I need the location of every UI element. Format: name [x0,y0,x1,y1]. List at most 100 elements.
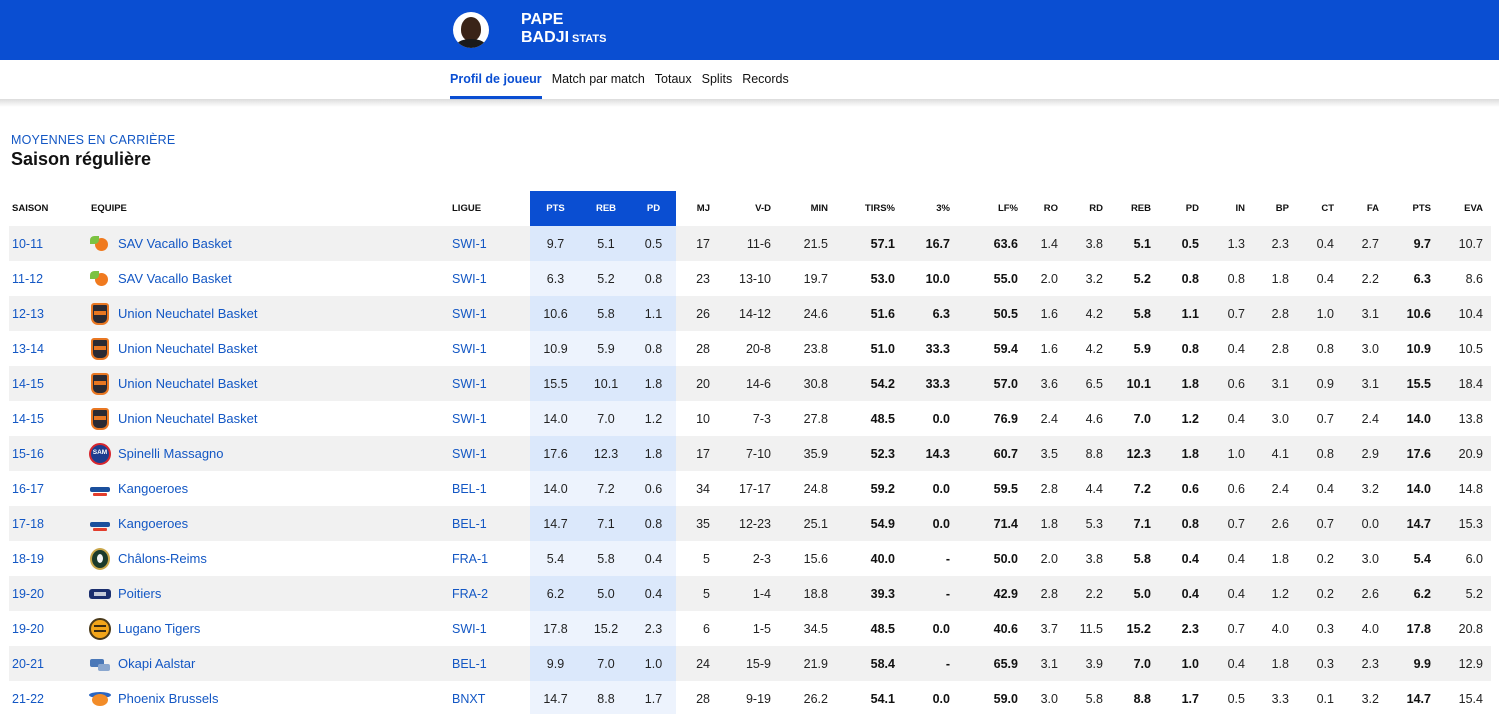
team-link[interactable]: Lugano Tigers [118,621,201,636]
column-header-eva[interactable]: EVA [1464,203,1483,214]
stat-lf: 40.6 [993,621,1018,636]
team-link[interactable]: SAV Vacallo Basket [118,271,232,286]
season-link[interactable]: 14-15 [12,411,44,426]
league-link[interactable]: BEL-1 [449,646,530,681]
team-link[interactable]: Kangoeroes [118,481,189,496]
tab-profil-de-joueur[interactable]: Profil de joueur [450,60,542,100]
season-link[interactable]: 20-21 [9,646,88,681]
stat-ro: 2.8 [1026,576,1066,611]
team-link[interactable]: Poitiers [118,586,162,601]
season-link[interactable]: 13-14 [12,341,44,356]
column-header-3-[interactable]: 3% [936,203,950,214]
team-logo-icon [88,547,112,571]
stat-eva: 18.4 [1439,366,1491,401]
league-link[interactable]: FRA-2 [449,576,530,611]
column-header-bp[interactable]: BP [1275,203,1289,214]
stat-fa: 3.1 [1342,366,1387,401]
column-header-ligue[interactable]: LIGUE [452,203,482,214]
column-header-pts[interactable]: PTS [1412,203,1431,214]
league-link[interactable]: SWI-1 [452,411,487,426]
column-header-tirs-[interactable]: TIRS% [864,203,895,214]
tab-records[interactable]: Records [742,72,789,86]
team-link[interactable]: Union Neuchatel Basket [118,306,258,321]
stat-in: 0.7 [1207,506,1253,541]
stat-vd: 13-10 [739,271,771,286]
season-link[interactable]: 11-12 [12,271,44,286]
season-link[interactable]: 18-19 [12,551,44,566]
column-header-ct[interactable]: CT [1321,203,1334,214]
league-link[interactable]: SWI-1 [449,366,530,401]
league-link[interactable]: BNXT [452,691,486,706]
stat-mj: 28 [696,341,710,356]
tab-match-par-match[interactable]: Match par match [551,72,645,86]
stat-min: 18.8 [779,576,836,611]
table-row: 21-22 Phoenix Brussels BNXT 14.7 8.8 1.7 28 9-1… [9,681,1491,714]
column-header-saison[interactable]: SAISON [12,203,49,214]
league-link[interactable]: BEL-1 [449,506,530,541]
league-link[interactable]: SWI-1 [449,226,530,261]
league-link[interactable]: FRA-1 [452,551,489,566]
season-link[interactable]: 12-13 [9,296,88,331]
season-link[interactable]: 21-22 [12,691,44,706]
stat-rd: 8.8 [1066,436,1111,471]
league-link[interactable]: SWI-1 [449,436,530,471]
season-link[interactable]: 10-11 [9,226,88,261]
stat-pts-hl: 17.6 [530,436,581,471]
league-link[interactable]: BEL-1 [452,481,487,496]
stat-reb: 8.8 [1133,691,1151,706]
stat-in: 0.7 [1227,621,1245,636]
team-link[interactable]: Kangoeroes [118,516,189,531]
stat-pts-hl: 6.2 [530,576,581,611]
stat-rd: 3.8 [1066,226,1111,261]
stat-bp: 2.8 [1271,341,1289,356]
column-header-fa[interactable]: FA [1366,203,1379,214]
stat-pts-hl: 10.9 [530,331,581,366]
column-header-reb[interactable]: REB [581,191,631,226]
team-link[interactable]: SAV Vacallo Basket [118,236,232,251]
stat-p3: 0.0 [932,411,950,426]
column-header-pts[interactable]: PTS [530,191,581,226]
league-link[interactable]: SWI-1 [452,621,487,636]
league-link[interactable]: SWI-1 [452,341,487,356]
league-link[interactable]: SWI-1 [452,271,487,286]
season-link[interactable]: 17-18 [9,506,88,541]
column-header-v-d[interactable]: V-D [755,203,771,214]
stat-in: 0.7 [1207,296,1253,331]
column-header-in[interactable]: IN [1235,203,1246,214]
season-link[interactable]: 19-20 [12,621,44,636]
team-link[interactable]: Union Neuchatel Basket [118,341,258,356]
column-header-min[interactable]: MIN [810,203,828,214]
stat-vd: 14-12 [718,296,779,331]
stat-rd: 11.5 [1079,621,1103,636]
team-link[interactable]: Union Neuchatel Basket [118,376,258,391]
column-header-ro[interactable]: RO [1043,203,1058,214]
stat-pts: 14.0 [1406,411,1431,426]
team-link[interactable]: Union Neuchatel Basket [118,411,258,426]
column-header-reb[interactable]: REB [1130,203,1151,214]
stat-pd: 1.0 [1159,646,1207,681]
column-header-rd[interactable]: RD [1089,203,1103,214]
season-link[interactable]: 16-17 [12,481,44,496]
column-header-mj[interactable]: MJ [696,203,710,214]
team-link[interactable]: Okapi Aalstar [118,656,196,671]
column-header-lf-[interactable]: LF% [997,203,1018,214]
season-link[interactable]: 15-16 [9,436,88,471]
column-header-pd[interactable]: PD [631,191,676,226]
stat-pts-hl: 14.0 [530,471,581,506]
column-header-equipe[interactable]: EQUIPE [91,203,127,214]
stat-pd: 0.8 [1181,271,1199,286]
stat-ct: 0.4 [1316,481,1334,496]
season-link[interactable]: 19-20 [9,576,88,611]
stat-min: 24.6 [779,296,836,331]
stat-reb-hl: 8.8 [581,681,631,714]
column-header-pd[interactable]: PD [1185,203,1199,214]
team-link[interactable]: Phoenix Brussels [118,691,219,706]
league-link[interactable]: SWI-1 [449,296,530,331]
tab-splits[interactable]: Splits [701,72,733,86]
season-link[interactable]: 14-15 [9,366,88,401]
team-link[interactable]: Châlons-Reims [118,551,207,566]
stat-in: 1.0 [1207,436,1253,471]
stat-reb-hl: 7.0 [581,401,631,436]
tab-totaux[interactable]: Totaux [654,72,692,86]
team-link[interactable]: Spinelli Massagno [118,446,224,461]
